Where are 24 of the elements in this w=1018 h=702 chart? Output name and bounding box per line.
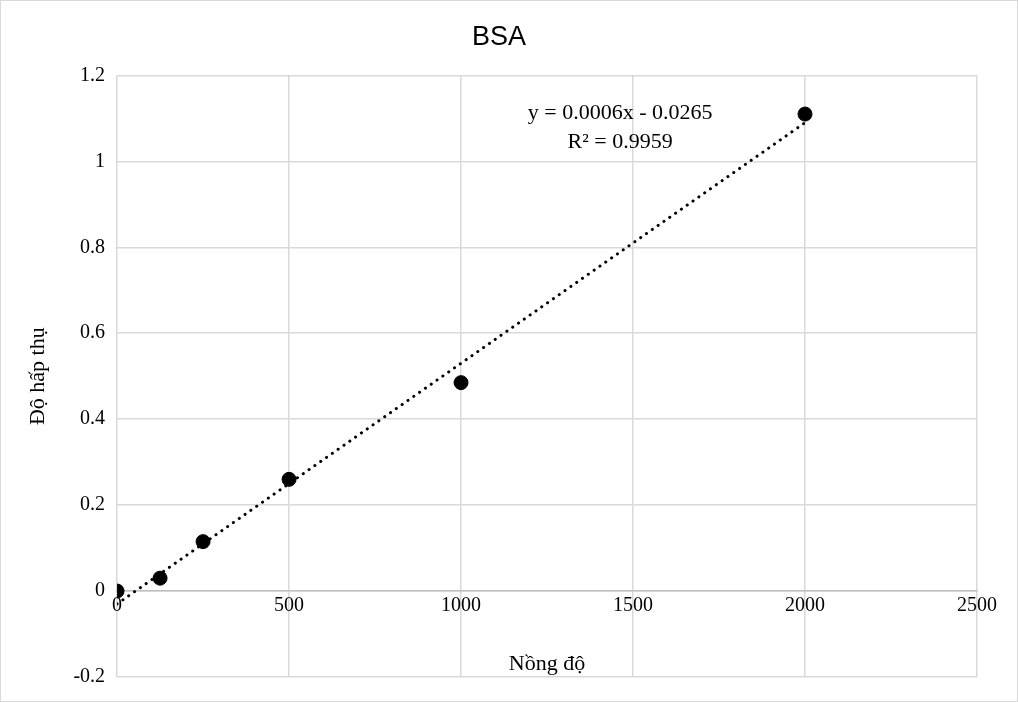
point [453, 375, 469, 391]
annotation: y = 0.0006x - 0.0265 [527, 99, 713, 125]
y-tick-label: 0.6 [80, 320, 106, 343]
x-tick-label: 1500 [613, 593, 654, 616]
point [195, 534, 211, 550]
point [797, 106, 813, 122]
y-axis-title: Độ hấp thụ [23, 327, 49, 426]
y-tick-label: 1 [95, 148, 106, 171]
x-tick-label: 0 [112, 593, 123, 616]
point [152, 570, 168, 586]
y-tick-label: 0 [95, 578, 106, 601]
x-tick-label: 500 [274, 593, 305, 616]
x-axis-title: Nồng độ [508, 650, 586, 676]
y-tick-label: 0.8 [80, 234, 106, 257]
point [281, 471, 297, 487]
annotation: R² = 0.9959 [567, 128, 673, 154]
y-tick-label: 0.2 [80, 492, 106, 515]
y-tick-label: -0.2 [73, 664, 106, 687]
y-tick-label: 1.2 [80, 62, 106, 85]
x-tick-label: 1000 [441, 593, 482, 616]
x-tick-label: 2500 [957, 593, 997, 616]
chart-title: BSA [471, 20, 527, 51]
y-tick-label: 0.4 [80, 406, 106, 429]
x-tick-label: 2000 [785, 593, 826, 616]
